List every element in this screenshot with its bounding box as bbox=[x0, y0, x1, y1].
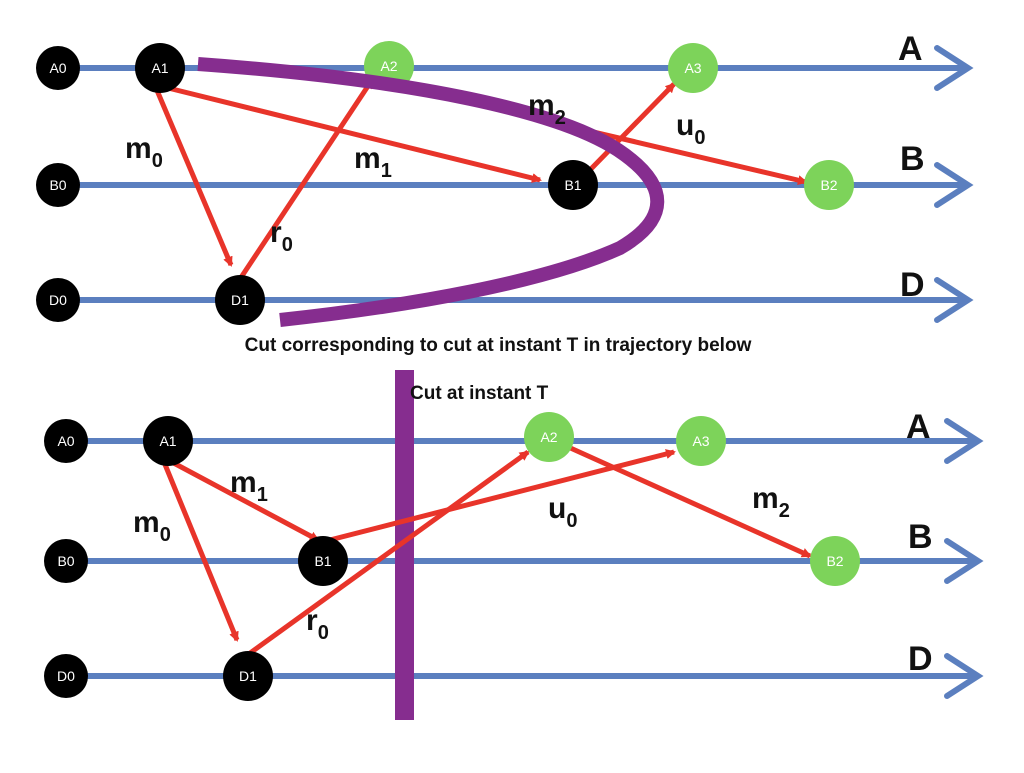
bottom-process-a-label: A bbox=[906, 408, 931, 446]
bottom-event-a2: A2 bbox=[524, 412, 574, 462]
svg-text:A3: A3 bbox=[684, 60, 701, 76]
svg-text:B1: B1 bbox=[314, 553, 331, 569]
bottom-event-a0: A0 bbox=[44, 419, 88, 463]
top-label-m0: m0 bbox=[125, 132, 163, 172]
top-label-m1: m1 bbox=[354, 142, 392, 182]
bottom-label-m2: m2 bbox=[752, 482, 790, 522]
svg-text:D0: D0 bbox=[57, 668, 75, 684]
bottom-event-d1: D1 bbox=[223, 651, 273, 701]
bottom-timeline-a bbox=[63, 418, 984, 464]
bottom-message-r0 bbox=[244, 449, 530, 659]
svg-text:A0: A0 bbox=[49, 60, 66, 76]
top-label-u0: u0 bbox=[676, 109, 705, 149]
bottom-event-a3: A3 bbox=[676, 416, 726, 466]
svg-text:D0: D0 bbox=[49, 292, 67, 308]
svg-text:B1: B1 bbox=[564, 177, 581, 193]
top-event-d1: D1 bbox=[215, 275, 265, 325]
top-event-b1: B1 bbox=[548, 160, 598, 210]
bottom-process-b-label: B bbox=[908, 518, 933, 556]
top-messages bbox=[153, 78, 808, 284]
top-process-d-label: D bbox=[900, 266, 925, 304]
svg-text:D1: D1 bbox=[239, 668, 257, 684]
svg-text:B0: B0 bbox=[49, 177, 66, 193]
svg-text:A1: A1 bbox=[151, 60, 168, 76]
top-message-u0 bbox=[586, 82, 676, 174]
svg-text:A1: A1 bbox=[159, 433, 176, 449]
bottom-message-m0 bbox=[161, 461, 240, 642]
top-label-r0: r0 bbox=[270, 216, 293, 256]
bottom-label-r0: r0 bbox=[306, 604, 329, 644]
bottom-cut-label: Cut at instant T bbox=[410, 383, 549, 404]
top-event-a3: A3 bbox=[668, 43, 718, 93]
svg-text:A0: A0 bbox=[57, 433, 74, 449]
bottom-message-m1 bbox=[166, 457, 320, 543]
bottom-diagram: A B D Cut at instant T A0 A1 bbox=[44, 370, 984, 720]
bottom-messages bbox=[161, 443, 812, 659]
top-event-a1: A1 bbox=[135, 43, 185, 93]
svg-text:A3: A3 bbox=[692, 433, 709, 449]
svg-text:B2: B2 bbox=[826, 553, 843, 569]
top-cut-curve bbox=[197, 57, 665, 327]
bottom-event-d0: D0 bbox=[44, 654, 88, 698]
bottom-event-a1: A1 bbox=[143, 416, 193, 466]
top-event-a0: A0 bbox=[36, 46, 80, 90]
bottom-event-b1: B1 bbox=[298, 536, 348, 586]
bottom-label-m1: m1 bbox=[230, 466, 268, 506]
bottom-event-b0: B0 bbox=[44, 539, 88, 583]
top-diagram: A B D A0 A1 A2 bbox=[36, 30, 974, 356]
bottom-process-d-label: D bbox=[908, 640, 933, 678]
svg-text:A2: A2 bbox=[380, 58, 397, 74]
svg-text:B2: B2 bbox=[820, 177, 837, 193]
top-message-m1 bbox=[159, 83, 542, 183]
bottom-message-u0 bbox=[321, 449, 676, 545]
bottom-message-m2 bbox=[564, 443, 812, 559]
top-event-b0: B0 bbox=[36, 163, 80, 207]
top-process-a-label: A bbox=[898, 30, 923, 68]
top-timeline-a bbox=[55, 45, 974, 91]
bottom-timeline-d bbox=[63, 653, 984, 699]
top-caption: Cut corresponding to cut at instant T in… bbox=[245, 335, 752, 356]
top-events: A0 A1 A2 A3 B0 B1 bbox=[36, 41, 854, 325]
svg-text:A2: A2 bbox=[540, 429, 557, 445]
svg-text:B0: B0 bbox=[57, 553, 74, 569]
bottom-label-u0: u0 bbox=[548, 492, 577, 532]
top-message-r0 bbox=[235, 78, 375, 284]
top-message-m0 bbox=[153, 87, 234, 267]
top-label-m2: m2 bbox=[528, 89, 566, 129]
top-event-d0: D0 bbox=[36, 278, 80, 322]
bottom-cut-line bbox=[395, 370, 414, 720]
bottom-events: A0 A1 A2 A3 B0 B1 bbox=[44, 412, 860, 701]
top-event-b2: B2 bbox=[804, 160, 854, 210]
bottom-event-b2: B2 bbox=[810, 536, 860, 586]
bottom-label-m0: m0 bbox=[133, 506, 171, 546]
top-timeline-d bbox=[55, 277, 974, 323]
top-process-b-label: B bbox=[900, 140, 925, 178]
svg-text:D1: D1 bbox=[231, 292, 249, 308]
